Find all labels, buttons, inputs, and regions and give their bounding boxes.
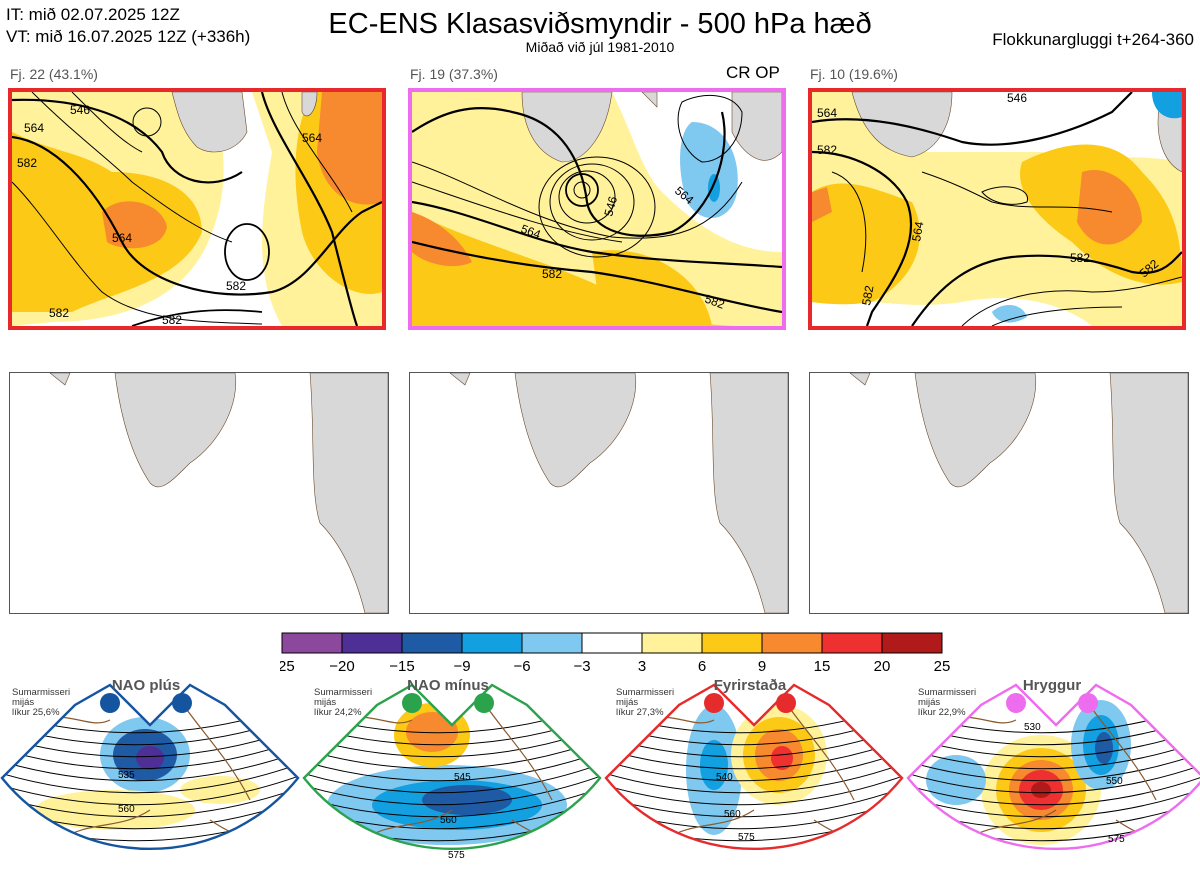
contour-label: 582 — [542, 267, 562, 281]
regime-probability-line: Sumarmisseri — [314, 687, 372, 698]
regime-name: Hryggur — [1023, 677, 1082, 694]
page-title: EC-ENS Klasasviðsmyndir - 500 hPa hæð — [328, 8, 872, 40]
regime-marker-icon — [1006, 693, 1026, 713]
contour-label: 564 — [112, 231, 132, 245]
contour-label: 582 — [703, 292, 727, 312]
regime-probability-line: Sumarmisseri — [918, 687, 976, 698]
contour-label: 582 — [162, 313, 182, 326]
contour-label: 564 — [519, 222, 543, 242]
regime-name: NAO mínus — [407, 677, 489, 694]
colorbar-tick-label: −6 — [513, 658, 530, 675]
regime-marker-icon — [704, 693, 724, 713]
regime-probability-line: líkur 24,2% — [314, 707, 362, 718]
colorbar-tick-label: 6 — [698, 658, 706, 675]
contour-label: 546 — [601, 194, 620, 217]
colorbar-swatch — [821, 632, 883, 654]
contour-label: 546 — [1007, 92, 1027, 105]
colorbar-tick-label: −25 — [280, 658, 295, 675]
contour-label: 582 — [1070, 251, 1090, 265]
contour-label: 546 — [70, 103, 90, 117]
cluster-1-label: Fj. 22 (43.1%) — [10, 66, 98, 82]
cluster-2-tag: CR OP — [726, 63, 780, 82]
regime-marker-icon — [776, 693, 796, 713]
init-time: IT: mið 02.07.2025 12Z — [6, 5, 180, 24]
contour-label: 582 — [17, 156, 37, 170]
regime-panel: 545 560 575 NAO mínus Sumarmisseri mijás líkur… — [302, 670, 602, 871]
regime-contour-label: 540 — [716, 772, 733, 783]
colorbar-swatch — [761, 632, 823, 654]
regime-probability-line: mijás — [314, 697, 336, 708]
weather-regimes: 535 560 NAO plús Sumarmisseri mijás líkur 25,… — [0, 670, 1200, 871]
colorbar-swatch — [581, 632, 643, 654]
cluster-3-label: Fj. 10 (19.6%) — [810, 66, 898, 82]
regime-contour-label: 530 — [1024, 722, 1041, 733]
colorbar-swatch — [521, 632, 583, 654]
colorbar-swatch — [641, 632, 703, 654]
regime-contour-label: 550 — [1106, 776, 1123, 787]
cluster-2-label: Fj. 19 (37.3%) — [410, 66, 498, 82]
colorbar-swatch — [281, 632, 343, 654]
colorbar-tick-label: −3 — [573, 658, 590, 675]
regime-panel: 530 550 575 Hryggur Sumarmisseri mijás líkur 2… — [906, 670, 1200, 871]
regime-contour-label: 575 — [738, 832, 755, 843]
contour-label: 564 — [24, 121, 44, 135]
colorbar-tick-label: 15 — [814, 658, 831, 675]
contour-label: 582 — [817, 143, 837, 157]
regime-marker-icon — [474, 693, 494, 713]
run-times: IT: mið 02.07.2025 12Z VT: mið 16.07.202… — [6, 4, 250, 48]
colorbar-swatch — [341, 632, 403, 654]
regime-probability-line: líkur 27,3% — [616, 707, 664, 718]
regime-name: NAO plús — [112, 677, 180, 694]
regime-probability-line: mijás — [616, 697, 638, 708]
colorbar-tick-label: 20 — [874, 658, 891, 675]
colorbar-swatch — [401, 632, 463, 654]
regime-probability-line: mijás — [918, 697, 940, 708]
blank-map-1 — [9, 372, 389, 614]
blank-map-2 — [409, 372, 789, 614]
contour-label: 564 — [817, 106, 837, 120]
regime-marker-icon — [1078, 693, 1098, 713]
regime-contour-label: 575 — [1108, 834, 1125, 845]
page-subtitle: Miðað við júl 1981-2010 — [525, 39, 675, 55]
contour-label: 582 — [226, 279, 246, 293]
blank-map-3 — [809, 372, 1189, 614]
cluster-map-1: 564 546 582 564 564 582 582 582 — [8, 88, 386, 330]
regime-contour-label: 560 — [118, 804, 135, 815]
colorbar-tick-label: 25 — [934, 658, 951, 675]
cluster-map-2: 546 564 564 582 582 — [408, 88, 786, 330]
regime-probability-line: líkur 22,9% — [918, 707, 966, 718]
valid-time: VT: mið 16.07.2025 12Z (+336h) — [6, 27, 251, 46]
regime-probability-line: Sumarmisseri — [616, 687, 674, 698]
contour-label: 564 — [909, 220, 926, 242]
regime-contour-label: 545 — [454, 772, 471, 783]
colorbar-tick-label: 3 — [638, 658, 646, 675]
regime-probability-line: mijás — [12, 697, 34, 708]
regime-panel: 535 560 NAO plús Sumarmisseri mijás líkur 25,… — [0, 670, 300, 871]
regime-name: Fyrirstaða — [714, 677, 787, 694]
regime-marker-icon — [100, 693, 120, 713]
colorbar: −25 −20 −15 −9 −6 −3 3 6 9 15 20 25 — [280, 632, 951, 675]
regime-probability-line: líkur 25,6% — [12, 707, 60, 718]
colorbar-swatch — [701, 632, 763, 654]
colorbar-tick-label: −15 — [389, 658, 414, 675]
regime-contour-label: 535 — [118, 770, 135, 781]
contour-label: 564 — [302, 131, 322, 145]
regime-contour-label: 575 — [448, 850, 465, 861]
classification-window: Flokkunargluggi t+264-360 — [992, 30, 1194, 49]
regime-probability-line: Sumarmisseri — [12, 687, 70, 698]
contour-label: 582 — [859, 284, 876, 306]
cluster-map-3: 546 564 582 564 582 582 582 — [808, 88, 1186, 330]
regime-panel: 540 560 575 Fyrirstaða Sumarmisseri mijás líku… — [604, 670, 904, 871]
regime-contour-label: 560 — [724, 809, 741, 820]
colorbar-swatch — [461, 632, 523, 654]
colorbar-tick-label: −20 — [329, 658, 354, 675]
regime-marker-icon — [402, 693, 422, 713]
colorbar-tick-label: 9 — [758, 658, 766, 675]
colorbar-tick-label: −9 — [453, 658, 470, 675]
regime-marker-icon — [172, 693, 192, 713]
regime-contour-label: 560 — [440, 815, 457, 826]
contour-label: 582 — [49, 306, 69, 320]
colorbar-swatch — [881, 632, 943, 654]
